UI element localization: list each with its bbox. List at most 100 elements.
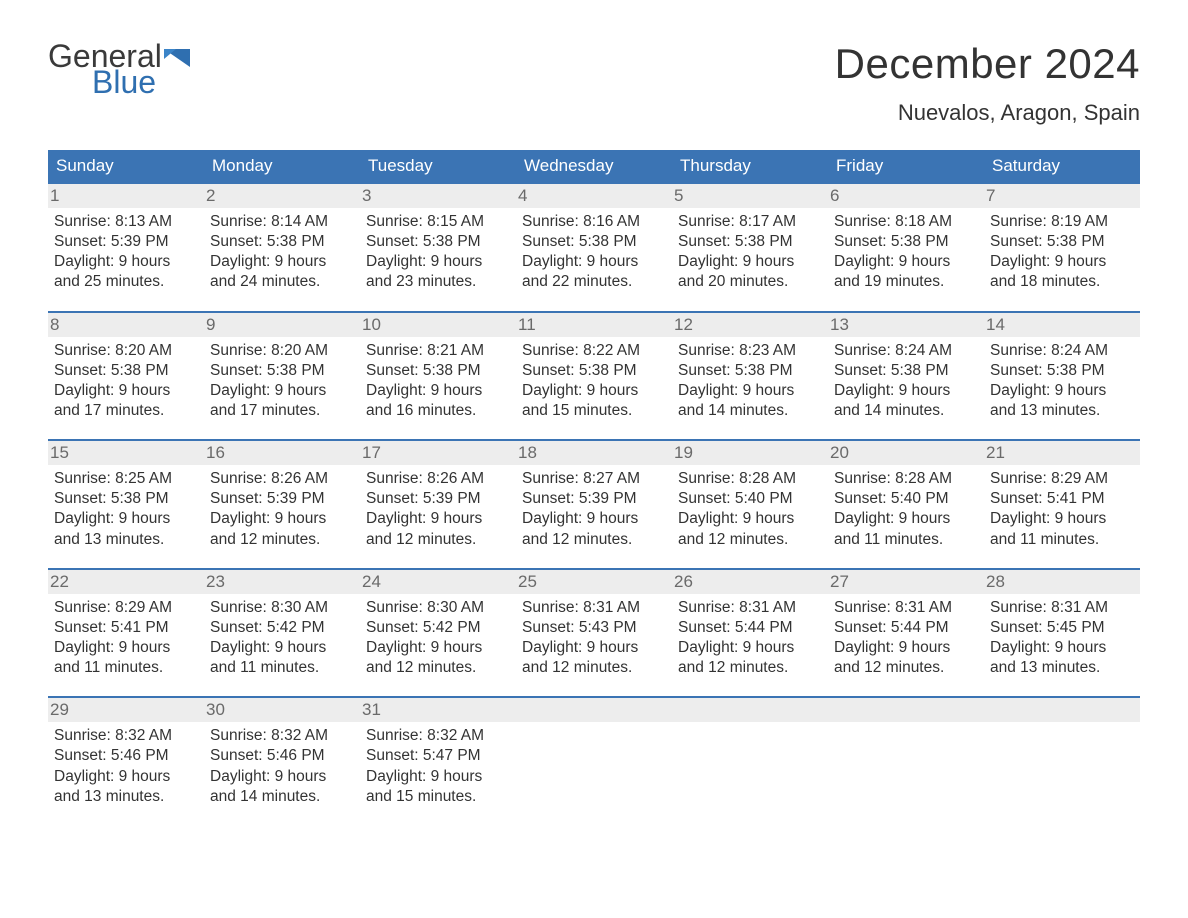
day-text-line: Sunrise: 8:26 AM xyxy=(210,469,352,489)
day-number xyxy=(516,698,672,722)
day-number: 24 xyxy=(360,570,516,594)
week-row: 15Sunrise: 8:25 AMSunset: 5:38 PMDayligh… xyxy=(48,439,1140,550)
day-text-line: Sunrise: 8:18 AM xyxy=(834,212,976,232)
day-text-line: Daylight: 9 hours xyxy=(210,767,352,787)
day-cell: 12Sunrise: 8:23 AMSunset: 5:38 PMDayligh… xyxy=(672,311,828,422)
day-cell: 15Sunrise: 8:25 AMSunset: 5:38 PMDayligh… xyxy=(48,439,204,550)
day-text-line: Sunset: 5:45 PM xyxy=(990,618,1132,638)
day-cell xyxy=(828,696,984,807)
day-text-line: Daylight: 9 hours xyxy=(834,252,976,272)
day-text-line: Sunset: 5:39 PM xyxy=(366,489,508,509)
day-text-line: Sunset: 5:39 PM xyxy=(210,489,352,509)
day-text-line: Daylight: 9 hours xyxy=(54,252,196,272)
day-text-line: Sunrise: 8:15 AM xyxy=(366,212,508,232)
day-text-line: Sunset: 5:46 PM xyxy=(210,746,352,766)
day-number: 15 xyxy=(48,441,204,465)
title-block: December 2024 Nuevalos, Aragon, Spain xyxy=(835,40,1140,126)
days-of-week-header: SundayMondayTuesdayWednesdayThursdayFrid… xyxy=(48,150,1140,182)
day-cell: 17Sunrise: 8:26 AMSunset: 5:39 PMDayligh… xyxy=(360,439,516,550)
day-text-line: Daylight: 9 hours xyxy=(990,252,1132,272)
day-cell: 20Sunrise: 8:28 AMSunset: 5:40 PMDayligh… xyxy=(828,439,984,550)
day-text-line: and 11 minutes. xyxy=(210,658,352,678)
day-text-line: Daylight: 9 hours xyxy=(834,381,976,401)
day-text-line: and 15 minutes. xyxy=(522,401,664,421)
day-cell: 4Sunrise: 8:16 AMSunset: 5:38 PMDaylight… xyxy=(516,182,672,293)
day-text-line: and 12 minutes. xyxy=(366,530,508,550)
day-text-line: and 14 minutes. xyxy=(834,401,976,421)
day-text-line: Daylight: 9 hours xyxy=(210,638,352,658)
day-cell: 3Sunrise: 8:15 AMSunset: 5:38 PMDaylight… xyxy=(360,182,516,293)
day-text-line: and 11 minutes. xyxy=(54,658,196,678)
day-number: 11 xyxy=(516,313,672,337)
day-text-line: Sunrise: 8:28 AM xyxy=(678,469,820,489)
day-text-line: Sunset: 5:38 PM xyxy=(366,232,508,252)
day-text-line: Sunrise: 8:32 AM xyxy=(210,726,352,746)
day-text-line: and 12 minutes. xyxy=(678,658,820,678)
day-number: 28 xyxy=(984,570,1140,594)
day-cell xyxy=(516,696,672,807)
day-text-line: Sunset: 5:38 PM xyxy=(678,361,820,381)
day-number: 30 xyxy=(204,698,360,722)
day-text-line: Daylight: 9 hours xyxy=(366,638,508,658)
day-text-line: and 15 minutes. xyxy=(366,787,508,807)
day-text-line: Daylight: 9 hours xyxy=(54,638,196,658)
day-number: 2 xyxy=(204,184,360,208)
day-text-line: Sunrise: 8:28 AM xyxy=(834,469,976,489)
day-text-line: Sunset: 5:46 PM xyxy=(54,746,196,766)
day-text-line: and 17 minutes. xyxy=(210,401,352,421)
day-text-line: Daylight: 9 hours xyxy=(210,252,352,272)
calendar-grid: SundayMondayTuesdayWednesdayThursdayFrid… xyxy=(48,150,1140,807)
dow-cell: Monday xyxy=(204,150,360,182)
day-cell: 21Sunrise: 8:29 AMSunset: 5:41 PMDayligh… xyxy=(984,439,1140,550)
day-text-line: Sunrise: 8:20 AM xyxy=(54,341,196,361)
day-cell: 22Sunrise: 8:29 AMSunset: 5:41 PMDayligh… xyxy=(48,568,204,679)
day-cell: 29Sunrise: 8:32 AMSunset: 5:46 PMDayligh… xyxy=(48,696,204,807)
day-text-line: Sunset: 5:41 PM xyxy=(54,618,196,638)
day-cell xyxy=(984,696,1140,807)
dow-cell: Wednesday xyxy=(516,150,672,182)
day-text-line: Sunrise: 8:32 AM xyxy=(54,726,196,746)
day-text-line: Sunrise: 8:25 AM xyxy=(54,469,196,489)
day-text-line: Sunrise: 8:32 AM xyxy=(366,726,508,746)
day-text-line: Sunrise: 8:31 AM xyxy=(990,598,1132,618)
day-number: 17 xyxy=(360,441,516,465)
day-cell: 10Sunrise: 8:21 AMSunset: 5:38 PMDayligh… xyxy=(360,311,516,422)
day-text-line: Daylight: 9 hours xyxy=(366,767,508,787)
day-cell: 7Sunrise: 8:19 AMSunset: 5:38 PMDaylight… xyxy=(984,182,1140,293)
day-cell: 2Sunrise: 8:14 AMSunset: 5:38 PMDaylight… xyxy=(204,182,360,293)
day-text-line: and 12 minutes. xyxy=(522,658,664,678)
day-text-line: Sunrise: 8:19 AM xyxy=(990,212,1132,232)
brand-logo: General Blue xyxy=(48,40,190,98)
day-text-line: Daylight: 9 hours xyxy=(210,381,352,401)
day-text-line: and 12 minutes. xyxy=(522,530,664,550)
day-text-line: Daylight: 9 hours xyxy=(678,252,820,272)
dow-cell: Saturday xyxy=(984,150,1140,182)
day-text-line: Daylight: 9 hours xyxy=(522,381,664,401)
day-text-line: Sunrise: 8:14 AM xyxy=(210,212,352,232)
day-text-line: and 12 minutes. xyxy=(366,658,508,678)
day-cell: 13Sunrise: 8:24 AMSunset: 5:38 PMDayligh… xyxy=(828,311,984,422)
day-text-line: Sunrise: 8:26 AM xyxy=(366,469,508,489)
day-text-line: Sunrise: 8:31 AM xyxy=(678,598,820,618)
day-number: 4 xyxy=(516,184,672,208)
day-text-line: Daylight: 9 hours xyxy=(834,638,976,658)
day-text-line: Daylight: 9 hours xyxy=(366,381,508,401)
day-text-line: and 12 minutes. xyxy=(210,530,352,550)
day-number: 13 xyxy=(828,313,984,337)
day-number: 19 xyxy=(672,441,828,465)
day-text-line: Daylight: 9 hours xyxy=(522,509,664,529)
day-text-line: and 17 minutes. xyxy=(54,401,196,421)
day-text-line: Sunset: 5:38 PM xyxy=(678,232,820,252)
day-text-line: Daylight: 9 hours xyxy=(366,252,508,272)
day-text-line: Sunrise: 8:17 AM xyxy=(678,212,820,232)
day-text-line: Sunrise: 8:22 AM xyxy=(522,341,664,361)
day-text-line: and 11 minutes. xyxy=(990,530,1132,550)
day-text-line: Sunrise: 8:16 AM xyxy=(522,212,664,232)
day-text-line: and 13 minutes. xyxy=(54,530,196,550)
day-cell: 16Sunrise: 8:26 AMSunset: 5:39 PMDayligh… xyxy=(204,439,360,550)
dow-cell: Sunday xyxy=(48,150,204,182)
day-cell: 5Sunrise: 8:17 AMSunset: 5:38 PMDaylight… xyxy=(672,182,828,293)
day-number: 20 xyxy=(828,441,984,465)
week-row: 22Sunrise: 8:29 AMSunset: 5:41 PMDayligh… xyxy=(48,568,1140,679)
day-text-line: Daylight: 9 hours xyxy=(990,638,1132,658)
